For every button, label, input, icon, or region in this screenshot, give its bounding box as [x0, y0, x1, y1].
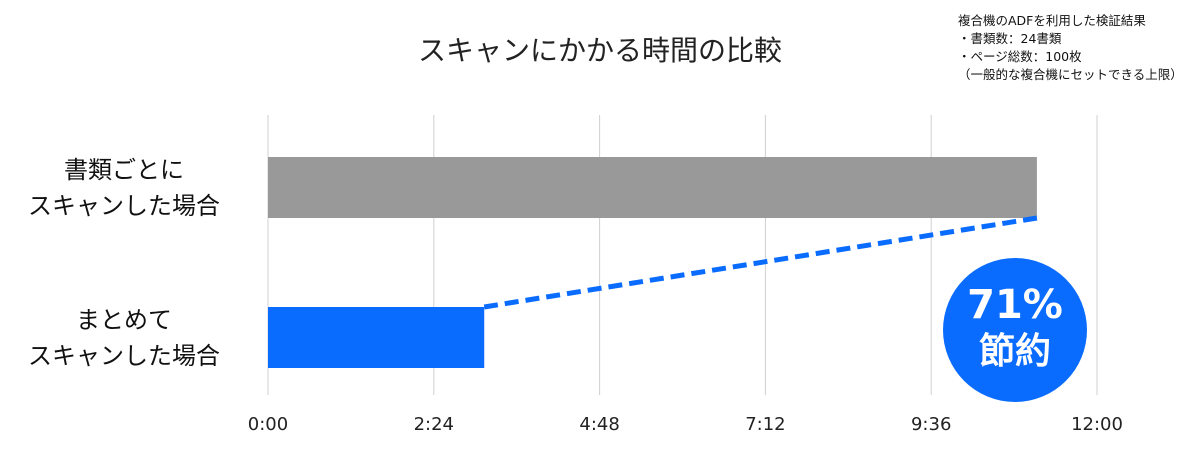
- x-tick-label: 4:48: [579, 414, 619, 435]
- x-tick-label: 0:00: [248, 414, 288, 435]
- x-tick-label: 12:00: [1071, 414, 1123, 435]
- connector: [483, 215, 1038, 310]
- x-tick-label: 2:24: [414, 414, 454, 435]
- note-line: 複合機のADFを利用した検証結果: [958, 13, 1146, 28]
- category-label: まとめて スキャンした場合: [28, 305, 220, 370]
- badge-text: 節約: [979, 331, 1051, 372]
- bar: [268, 157, 1037, 218]
- note-line: ・ページ総数：100枚: [958, 49, 1082, 64]
- chart-title: スキャンにかかる時間の比較: [418, 34, 782, 67]
- x-tick-label: 9:36: [911, 414, 951, 435]
- bar: [268, 307, 485, 368]
- savings-badge: [943, 258, 1087, 402]
- note-line: （一般的な複合機にセットできる上限）: [958, 67, 1183, 82]
- category-label: 書類ごとに スキャンした場合: [28, 155, 220, 220]
- note-line: ・書類数：24書類: [958, 31, 1062, 46]
- x-tick-label: 7:12: [745, 414, 785, 435]
- badge-text: 71%: [967, 282, 1063, 328]
